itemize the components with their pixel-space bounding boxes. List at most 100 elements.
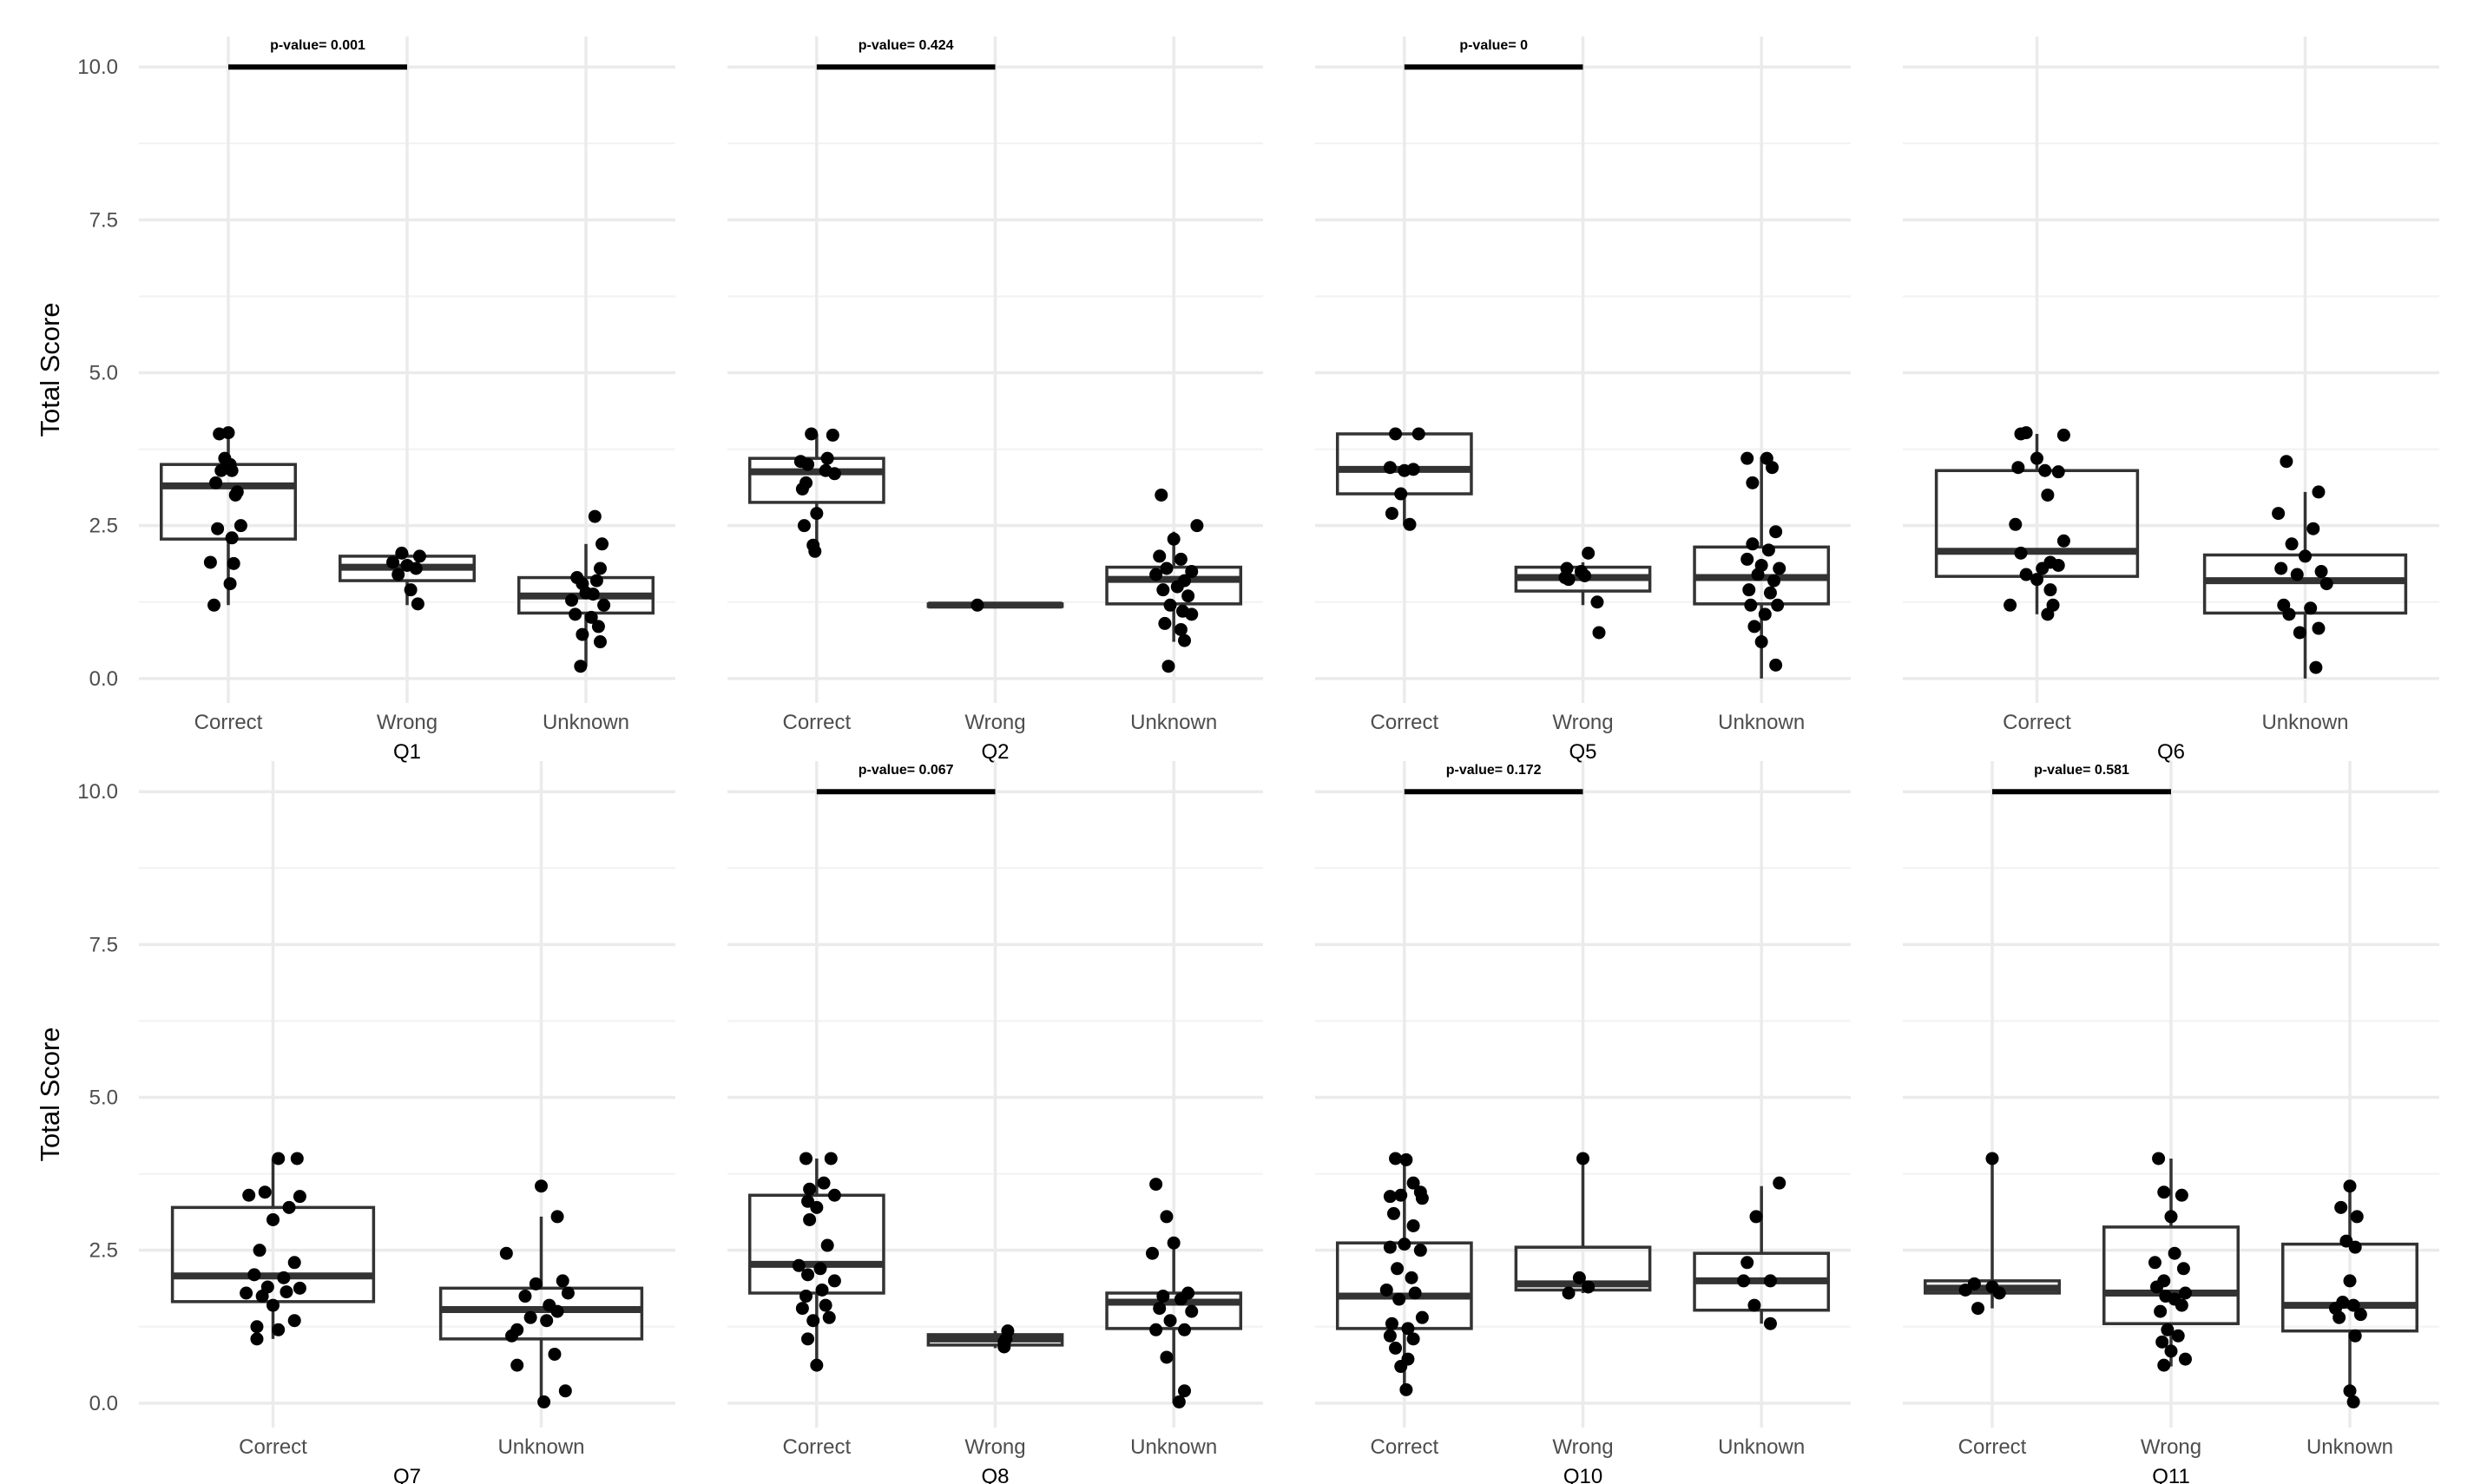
pvalue-label: p-value= 0.581	[2034, 763, 2129, 778]
data-point	[2154, 1304, 2168, 1318]
x-tick-label: Wrong	[1552, 1435, 1613, 1459]
data-point	[510, 1358, 524, 1372]
box-iqr	[2281, 1242, 2418, 1333]
data-point	[2164, 1344, 2178, 1358]
data-point	[971, 598, 984, 612]
panel-q11: p-value= 0.581 Correct Wrong Unknown Q11	[1903, 761, 2439, 1484]
data-point	[803, 1212, 817, 1226]
box-wrong	[926, 601, 1064, 609]
data-point	[1763, 1274, 1777, 1288]
box-unknown	[2202, 491, 2408, 679]
data-point	[282, 1200, 296, 1214]
data-point	[2312, 621, 2326, 635]
data-point	[1174, 552, 1188, 566]
y-tick-label: 2.5	[89, 515, 118, 538]
data-point	[258, 1185, 272, 1199]
pvalue-label: p-value= 0.067	[859, 763, 954, 778]
data-point	[817, 1176, 831, 1190]
data-point	[1562, 1286, 1576, 1300]
data-point	[1737, 1274, 1751, 1288]
data-point	[2348, 1329, 2362, 1343]
data-point	[561, 1286, 575, 1300]
data-point	[1379, 1283, 1393, 1297]
panel-q1: 0.0 2.5 5.0 7.5 10.0 p-value= 0.001 Correct Wro…	[77, 36, 675, 764]
data-point	[1185, 565, 1199, 579]
y-tick-label: 0.0	[89, 1392, 118, 1415]
data-point	[1174, 1292, 1188, 1306]
data-point	[1153, 1302, 1167, 1316]
data-point	[266, 1212, 280, 1226]
data-point	[1170, 580, 1184, 594]
data-point	[550, 1304, 564, 1318]
data-point	[1392, 1292, 1406, 1306]
x-tick-label: Unknown	[1130, 711, 1217, 734]
data-point	[597, 598, 611, 612]
data-point	[2343, 1179, 2357, 1193]
data-point	[1767, 574, 1781, 588]
data-point	[2150, 1280, 2164, 1294]
data-point	[1389, 1152, 1403, 1166]
data-point	[815, 1283, 829, 1297]
data-point	[227, 556, 240, 570]
pvalue-label: p-value= 0.172	[1446, 763, 1542, 778]
data-point	[822, 1310, 836, 1324]
x-tick-label: Unknown	[1718, 711, 1805, 734]
data-point	[1160, 561, 1174, 575]
y-tick-label: 2.5	[89, 1239, 118, 1263]
data-point	[395, 546, 409, 560]
x-tick-label: Unknown	[497, 1435, 584, 1459]
data-point	[1747, 620, 1761, 634]
data-point	[797, 519, 811, 533]
data-point	[1394, 1360, 1408, 1374]
data-point	[272, 1152, 286, 1166]
x-tick-label: Unknown	[1130, 1435, 1217, 1459]
data-point	[1399, 1152, 1413, 1166]
data-point	[808, 544, 822, 558]
data-point	[2274, 561, 2288, 575]
data-point	[214, 463, 228, 477]
data-point	[277, 1271, 291, 1284]
data-point	[1181, 589, 1195, 603]
data-point	[280, 1285, 293, 1299]
data-point	[2004, 598, 2017, 612]
x-axis-title: Q2	[981, 740, 1009, 764]
pvalue-label: p-value= 0.424	[859, 38, 954, 53]
data-point	[1174, 622, 1188, 636]
data-point	[595, 537, 609, 551]
data-point	[1985, 1152, 1999, 1166]
data-point	[2178, 1352, 2192, 1366]
data-point	[574, 660, 588, 673]
data-point	[2164, 1210, 2178, 1224]
data-point	[565, 594, 579, 607]
data-point	[1172, 1395, 1186, 1408]
data-point	[1383, 1240, 1397, 1254]
data-point	[1771, 598, 1785, 612]
data-point	[2346, 1298, 2360, 1312]
y-axis-title: Total Score	[35, 302, 65, 437]
data-point	[1153, 549, 1167, 563]
pvalue-label: p-value= 0	[1459, 38, 1528, 53]
data-point	[1155, 488, 1168, 502]
box-unknown	[517, 543, 655, 666]
data-point	[810, 1358, 824, 1372]
data-point	[558, 1384, 572, 1398]
data-point	[412, 549, 426, 563]
data-point	[2348, 1240, 2362, 1254]
data-point	[1406, 1176, 1420, 1190]
x-tick-label: Correct	[2003, 711, 2071, 734]
data-point	[1389, 427, 1403, 441]
data-point	[2319, 577, 2333, 591]
data-point	[1744, 598, 1758, 612]
box-wrong	[926, 1330, 1064, 1349]
data-point	[2036, 561, 2050, 575]
x-tick-label: Wrong	[377, 711, 438, 734]
data-point	[1992, 1286, 2006, 1300]
data-point	[2168, 1246, 2181, 1260]
data-point	[386, 555, 400, 569]
data-point	[1156, 1290, 1170, 1303]
data-point	[1178, 1384, 1192, 1398]
x-tick-label: Correct	[239, 1435, 307, 1459]
data-point	[1773, 1176, 1786, 1190]
data-point	[2306, 522, 2320, 535]
